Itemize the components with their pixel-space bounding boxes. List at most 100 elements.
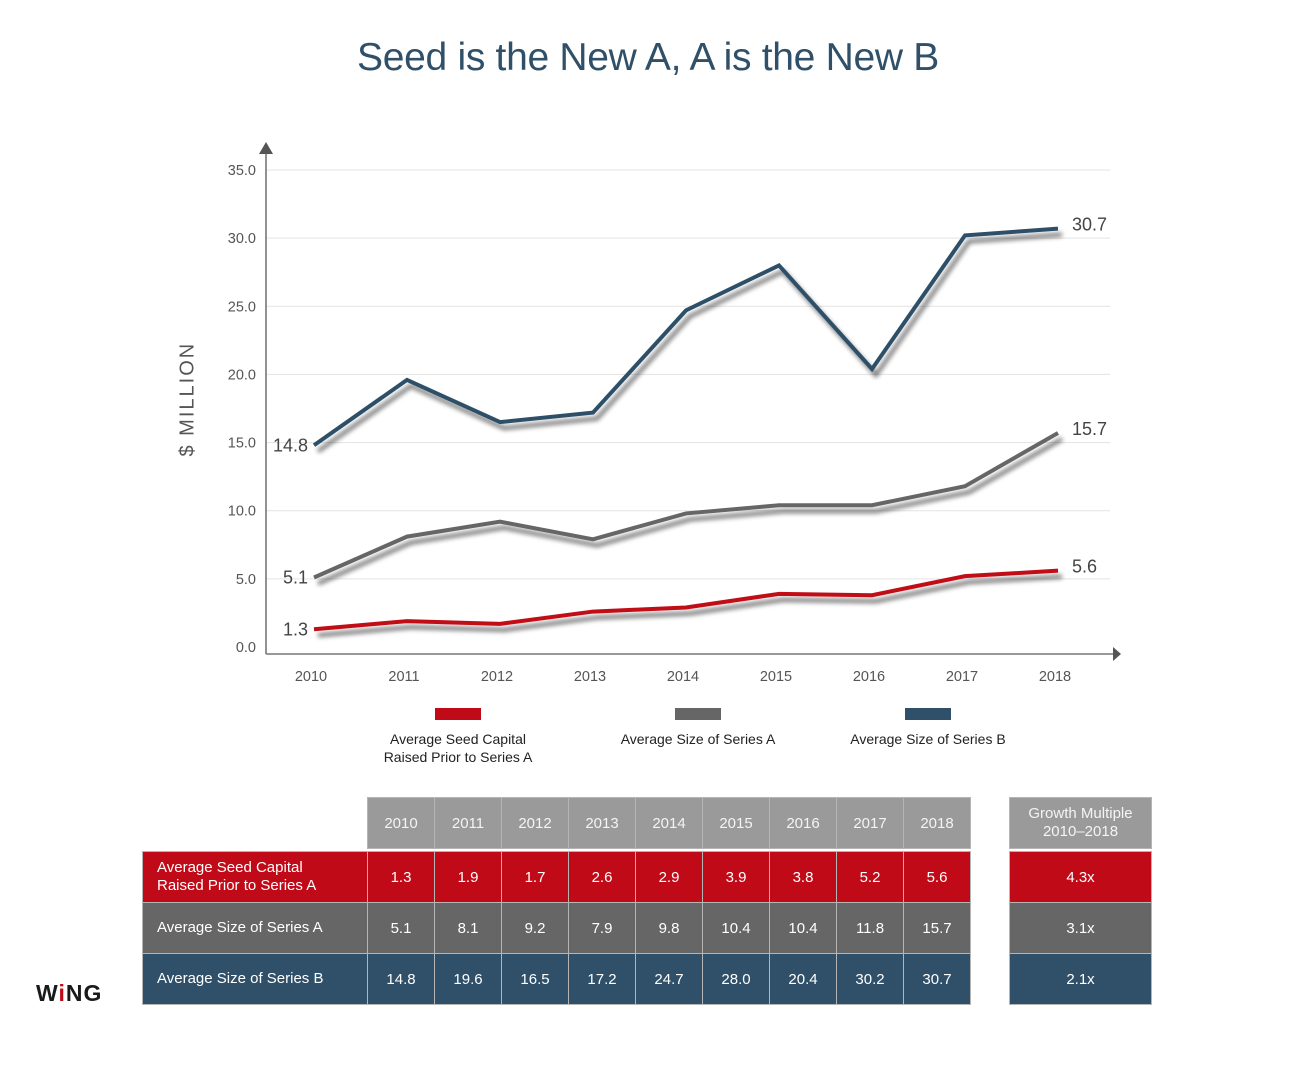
table-cell: 30.2	[836, 953, 904, 1005]
legend-label-line2: Raised Prior to Series A	[383, 749, 533, 765]
x-tick-label: 2012	[481, 669, 513, 685]
table-header-year: 2015	[702, 797, 770, 849]
x-tick-label: 2016	[853, 669, 885, 685]
table-cell: 19.6	[434, 953, 502, 1005]
line-chart: 0.05.010.015.020.025.030.035.0 2010 2011 2…	[228, 142, 1121, 685]
growth-header-row: Growth Multiple 2010–2018	[1009, 797, 1152, 849]
data-table: 2010 2011 2012 2013 2014 2015 2016 2017 …	[142, 797, 971, 1005]
y-tick-label: 10.0	[228, 504, 256, 520]
legend-swatch-series-a	[675, 708, 721, 720]
table-cell: 5.1	[367, 902, 435, 954]
table-header-year: 2018	[903, 797, 971, 849]
y-tick-labels: 0.0 5.0 10.0 15.0 20.0 25.0 30.0 35.0	[228, 163, 256, 656]
table-cell: 1.7	[501, 851, 569, 903]
table-cell: 15.7	[903, 902, 971, 954]
legend-item-series-a: Average Size of Series A	[600, 708, 796, 748]
x-tick-label: 2018	[1039, 669, 1071, 685]
table-cell: 7.9	[568, 902, 636, 954]
table-cell: 1.9	[434, 851, 502, 903]
table-header-year: 2011	[434, 797, 502, 849]
x-tick-label: 2011	[388, 669, 419, 685]
table-cell: 10.4	[769, 902, 837, 954]
legend-swatch-seed	[435, 708, 481, 720]
logo-text: W	[36, 980, 59, 1006]
axes	[259, 142, 1121, 661]
end-label-series_b: 30.7	[1072, 215, 1107, 235]
growth-header-line1: Growth Multiple	[1028, 805, 1133, 822]
table-row-seed: Average Seed Capital Raised Prior to Seri…	[142, 851, 971, 903]
table-header-year: 2016	[769, 797, 837, 849]
y-tick-label: 30.0	[228, 231, 256, 247]
growth-cell-series-b: 2.1x	[1009, 953, 1152, 1005]
start-label-series_b: 14.8	[273, 435, 308, 455]
table-cell: 17.2	[568, 953, 636, 1005]
start-label-series_a: 5.1	[283, 567, 308, 587]
growth-header: Growth Multiple 2010–2018	[1009, 797, 1152, 849]
legend-label-line1: Average Size of Series A	[620, 731, 776, 747]
x-tick-label: 2015	[760, 669, 792, 685]
table-header-row: 2010 2011 2012 2013 2014 2015 2016 2017 …	[142, 797, 971, 849]
table-header-year: 2014	[635, 797, 703, 849]
legend-swatch-series-b	[905, 708, 951, 720]
series-line-seed	[313, 568, 1059, 632]
y-tick-label: 35.0	[228, 163, 256, 179]
table-corner	[142, 797, 368, 849]
row-label: Average Size of Series B	[142, 953, 368, 1005]
reference-lines	[320, 443, 1058, 579]
y-tick-label: 0.0	[236, 640, 256, 656]
x-tick-label: 2013	[574, 669, 606, 685]
y-tick-label: 25.0	[228, 299, 256, 315]
table-cell: 2.9	[635, 851, 703, 903]
x-tick-labels: 2010 2011 2012 2013 2014 2015 2016 2017 2018	[295, 669, 1071, 685]
growth-cell-seed: 4.3x	[1009, 851, 1152, 903]
growth-table: Growth Multiple 2010–2018 4.3x 3.1x 2.1x	[1009, 797, 1152, 1005]
x-tick-label: 2010	[295, 669, 327, 685]
series-line-series_a	[313, 431, 1059, 580]
growth-cell-series-a: 3.1x	[1009, 902, 1152, 954]
wing-logo: WiNG	[36, 980, 102, 1007]
table-cell: 1.3	[367, 851, 435, 903]
y-tick-label: 15.0	[228, 436, 256, 452]
table-row-series-b: Average Size of Series B 14.8 19.6 16.5 …	[142, 953, 971, 1005]
gridlines	[266, 169, 1110, 580]
start-label-seed: 1.3	[283, 619, 308, 639]
table-cell: 28.0	[702, 953, 770, 1005]
growth-header-line2: 2010–2018	[1042, 823, 1119, 840]
chart-title: Seed is the New A, A is the New B	[357, 36, 939, 79]
x-tick-label: 2014	[667, 669, 699, 685]
logo-text: NG	[65, 980, 103, 1006]
legend-item-series-b: Average Size of Series B	[830, 708, 1026, 748]
table-row-series-a: Average Size of Series A 5.1 8.1 9.2 7.9…	[142, 902, 971, 954]
table-cell: 5.6	[903, 851, 971, 903]
end-label-seed: 5.6	[1072, 557, 1097, 577]
y-tick-label: 5.0	[236, 572, 256, 588]
row-label: Average Seed Capital Raised Prior to Seri…	[142, 851, 368, 903]
table-cell: 20.4	[769, 953, 837, 1005]
table-cell: 9.8	[635, 902, 703, 954]
series-lines	[312, 226, 1059, 632]
x-tick-label: 2017	[946, 669, 978, 685]
row-label: Average Size of Series A	[142, 902, 368, 954]
table-cell: 10.4	[702, 902, 770, 954]
table-cell: 24.7	[635, 953, 703, 1005]
table-cell: 2.6	[568, 851, 636, 903]
x-axis-arrow-icon	[1113, 647, 1121, 661]
legend: Average Seed Capital Raised Prior to Ser…	[0, 708, 1296, 778]
end-label-series_a: 15.7	[1072, 419, 1107, 439]
table-header-year: 2012	[501, 797, 569, 849]
table-header-year: 2017	[836, 797, 904, 849]
table-header-year: 2013	[568, 797, 636, 849]
row-label-line2: Raised Prior to Series A	[157, 877, 317, 894]
legend-label-line1: Average Size of Series B	[850, 731, 1006, 747]
legend-item-seed: Average Seed Capital Raised Prior to Ser…	[370, 708, 546, 766]
y-axis-label: $ MILLION	[176, 341, 199, 457]
data-labels: 14.8 30.7 5.1 15.7 1.3 5.6	[273, 215, 1107, 640]
series-line-series_b	[312, 226, 1059, 447]
table-header-year: 2010	[367, 797, 435, 849]
table-cell: 5.2	[836, 851, 904, 903]
table-cell: 3.9	[702, 851, 770, 903]
y-tick-label: 20.0	[228, 367, 256, 383]
table-cell: 11.8	[836, 902, 904, 954]
table-cell: 16.5	[501, 953, 569, 1005]
y-axis-arrow-icon	[259, 142, 273, 154]
